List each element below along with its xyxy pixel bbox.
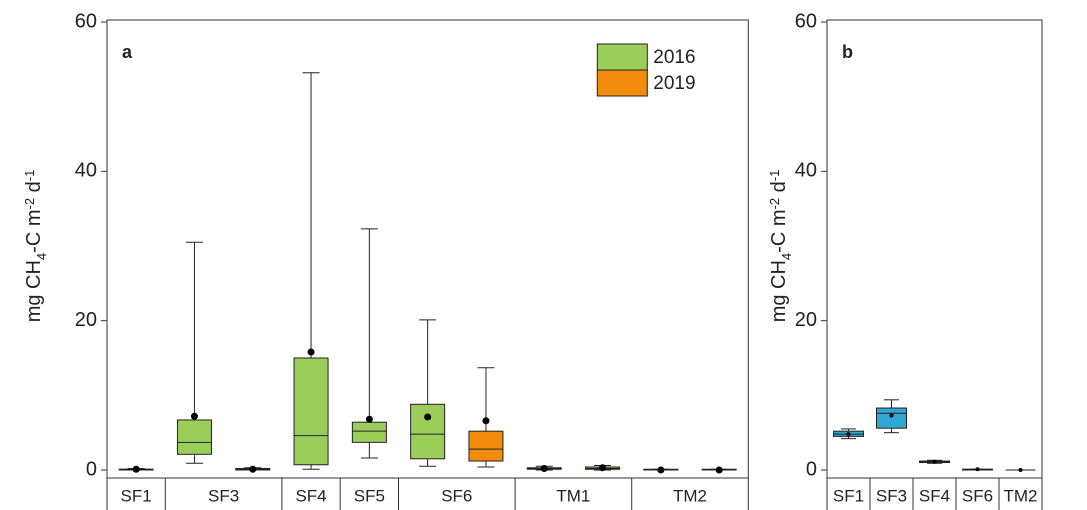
y-tick-label: 60	[795, 10, 817, 32]
mean	[657, 466, 665, 474]
mean	[715, 466, 723, 474]
y-axis-label-part: -C m	[768, 210, 790, 253]
y-axis-label-part: -1	[767, 170, 782, 182]
mean	[190, 412, 198, 420]
x-tick-label: TM2	[1004, 486, 1038, 505]
box	[410, 403, 446, 460]
mean	[249, 465, 257, 473]
x-tick-label: TM2	[673, 486, 707, 505]
box	[293, 357, 329, 466]
x-tick-label: SF6	[962, 486, 993, 505]
x-tick-label: SF3	[208, 486, 239, 505]
box	[468, 430, 504, 462]
box	[351, 421, 387, 443]
y-axis-label-part: 4	[779, 253, 794, 260]
mean	[889, 413, 894, 418]
x-tick-label: SF5	[354, 486, 385, 505]
mean	[307, 348, 315, 356]
mean	[1018, 468, 1023, 472]
y-axis-label: mg CH4-C m-2 d-1	[22, 170, 49, 323]
mean	[975, 467, 980, 472]
legend-label: 2019	[653, 73, 695, 94]
mean	[846, 432, 851, 437]
mean	[132, 465, 140, 473]
panel-label: a	[122, 42, 133, 62]
y-axis-label-part: -1	[22, 170, 37, 182]
y-tick-label: 40	[795, 160, 817, 182]
mean	[540, 465, 548, 473]
mean	[482, 417, 490, 425]
y-tick-label: 0	[806, 458, 817, 480]
plot-frame	[106, 19, 749, 479]
x-tick-label: SF1	[121, 486, 152, 505]
y-axis-label-part: -2	[22, 198, 37, 210]
box	[876, 407, 907, 429]
mean	[365, 415, 373, 423]
x-tick-label: SF4	[295, 486, 326, 505]
y-axis-label-part: mg CH	[768, 260, 790, 322]
legend-swatch	[596, 69, 648, 97]
panel-label: b	[842, 42, 853, 62]
x-tick-label: SF1	[833, 486, 864, 505]
y-axis-label-part: d	[23, 181, 45, 198]
y-axis-label-part: mg CH	[23, 260, 45, 322]
x-tick-label: SF4	[919, 486, 950, 505]
mean	[599, 464, 607, 472]
y-tick-label: 0	[86, 458, 97, 480]
x-tick-label: SF3	[876, 486, 907, 505]
y-tick-label: 40	[75, 160, 97, 182]
y-axis-label-part: d	[768, 181, 790, 198]
y-tick-label: 20	[75, 309, 97, 331]
legend-label: 2016	[653, 47, 695, 68]
plot-frame	[826, 19, 1043, 479]
mean	[424, 413, 432, 421]
legend-swatch	[596, 43, 648, 71]
y-axis-label: mg CH4-C m-2 d-1	[767, 170, 794, 323]
mean	[932, 459, 937, 464]
box	[176, 419, 212, 455]
y-axis-label-part: -2	[767, 198, 782, 210]
x-tick-label: SF6	[441, 486, 472, 505]
y-axis-label-part: 4	[34, 253, 49, 260]
y-tick-label: 20	[795, 309, 817, 331]
y-tick-label: 60	[75, 10, 97, 32]
y-axis-label-part: -C m	[23, 210, 45, 253]
x-tick-label: TM1	[556, 486, 590, 505]
